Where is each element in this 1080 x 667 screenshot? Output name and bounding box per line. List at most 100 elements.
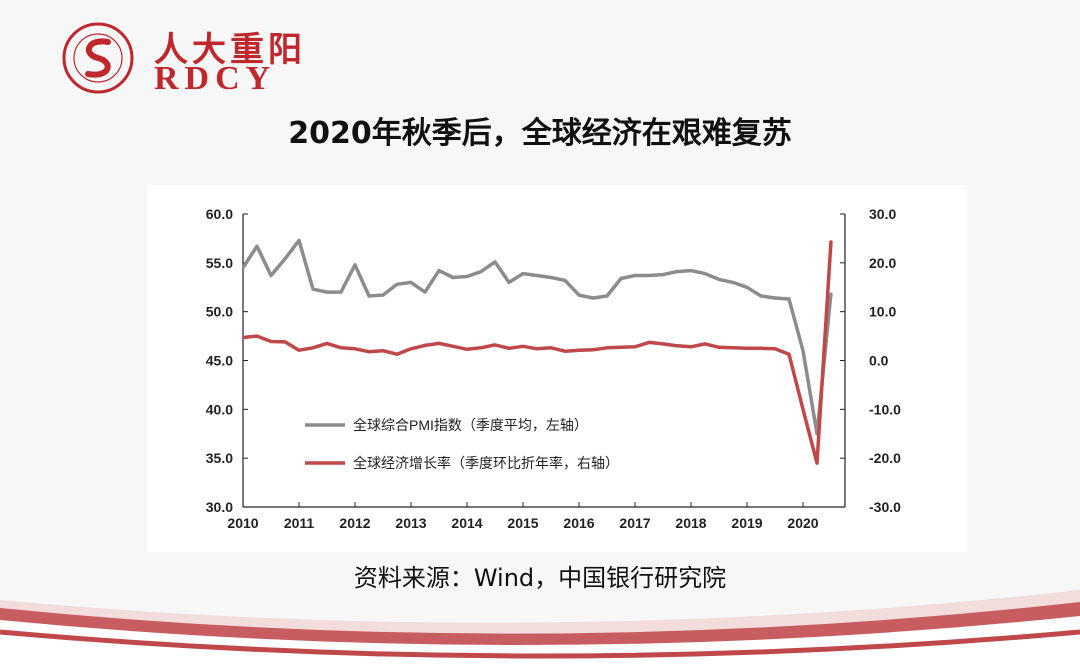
gdp-growth-data-point: [620, 346, 622, 349]
gdp-growth-data-point: [452, 345, 454, 348]
left-y-tick-label: 50.0: [206, 304, 233, 320]
pmi-data-point: [466, 275, 468, 278]
logo-english-name: RDCY: [154, 60, 277, 97]
x-tick-label: 2020: [787, 515, 818, 531]
gdp-growth-data-point: [564, 350, 566, 353]
gdp-growth-data-point: [424, 344, 426, 347]
source-note: 资料来源：Wind，中国银行研究院: [353, 564, 727, 592]
gdp-growth-data-point: [802, 408, 804, 411]
gdp-growth-data-point: [354, 347, 356, 350]
pmi-data-point: [732, 281, 734, 284]
x-tick-label: 2016: [563, 515, 594, 531]
gdp-growth-data-point: [788, 353, 790, 355]
gdp-growth-data-point: [592, 348, 594, 351]
pmi-data-point: [536, 274, 538, 277]
pmi-data-point: [830, 292, 832, 294]
pmi-data-point: [452, 276, 454, 279]
left-y-tick-label: 60.0: [206, 206, 233, 222]
gdp-growth-data-point: [746, 347, 748, 350]
pmi-data-point: [662, 273, 664, 276]
pmi-data-point: [256, 245, 258, 248]
pmi-data-point: [564, 279, 566, 282]
right-y-tick-label: 0.0: [869, 353, 889, 369]
gdp-growth-data-point: [438, 342, 440, 345]
gdp-growth-data-point: [578, 349, 580, 352]
pmi-data-point: [690, 269, 692, 272]
footer-swoosh: [0, 590, 1080, 667]
legend-label-0: 全球综合PMI指数（季度平均，左轴）: [353, 417, 588, 433]
gdp-growth-data-point: [830, 240, 832, 242]
x-tick-label: 2014: [451, 515, 482, 531]
gdp-growth-data-point: [704, 343, 706, 345]
pmi-data-point: [354, 263, 356, 266]
right-y-tick-label: -30.0: [869, 499, 901, 515]
x-tick-label: 2013: [395, 515, 426, 531]
rdcy-logo: 人大重阳 RDCY: [58, 20, 328, 98]
logo-chinese-name: 人大重阳: [154, 30, 306, 70]
gdp-growth-data-point: [816, 462, 818, 464]
gdp-growth-data-point: [368, 350, 370, 353]
gdp-growth-data-point: [648, 341, 650, 344]
right-y-tick-label: -10.0: [869, 401, 901, 417]
pmi-data-point: [578, 294, 580, 296]
x-tick-label: 2017: [619, 515, 650, 531]
x-tick-label: 2011: [284, 515, 315, 531]
gdp-growth-data-point: [382, 349, 384, 352]
gdp-growth-data-point: [760, 347, 762, 350]
gdp-growth-data-point: [662, 343, 664, 345]
right-y-tick-label: 10.0: [869, 304, 896, 320]
pmi-data-point: [550, 276, 552, 279]
pmi-data-point: [242, 266, 244, 269]
gdp-growth-data-point: [634, 346, 636, 348]
pmi-data-point: [270, 274, 272, 277]
pmi-data-point: [718, 278, 720, 281]
gdp-growth-data-point: [774, 347, 776, 350]
gdp-growth-data-point: [732, 347, 734, 349]
rdcy-seal-icon: [62, 22, 134, 94]
gdp-growth-data-point: [284, 341, 286, 343]
x-tick-label: 2018: [675, 515, 706, 531]
pmi-data-point: [494, 261, 496, 263]
legend-label-1: 全球经济增长率（季度环比折年率，右轴）: [353, 455, 619, 471]
gdp-growth-data-point: [396, 353, 398, 355]
pmi-data-point: [312, 288, 314, 291]
gdp-growth-data-point: [466, 348, 468, 351]
pmi-data-point: [298, 239, 300, 242]
pmi-data-point: [648, 274, 650, 277]
gdp-growth-data-point: [718, 346, 720, 349]
gdp-growth-data-point: [536, 347, 538, 350]
left-y-tick-label: 40.0: [206, 401, 233, 417]
pmi-data-point: [326, 291, 328, 293]
gdp-growth-data-point: [256, 335, 258, 337]
pmi-data-point: [746, 286, 748, 289]
pmi-data-point: [774, 297, 776, 299]
gdp-growth-data-point: [242, 336, 244, 339]
right-y-tick-label: -20.0: [869, 450, 901, 466]
gdp-growth-data-point: [690, 346, 692, 348]
left-y-tick-label: 55.0: [206, 255, 233, 271]
pmi-data-point: [410, 281, 412, 284]
pmi-data-point: [522, 272, 524, 275]
x-tick-label: 2012: [339, 515, 370, 531]
gdp-growth-data-point: [340, 347, 342, 349]
pmi-data-point: [368, 295, 370, 297]
gdp-growth-data-point: [410, 347, 412, 350]
line-chart: 60.0 55.0 50.0 45.0 40.0 35.0 30.0 30.0 20.0 10.0…: [206, 206, 901, 531]
slide-title: 2020年秋季后，全球经济在艰难复苏: [288, 116, 792, 151]
left-y-tick-label: 30.0: [206, 499, 233, 515]
pmi-data-point: [508, 281, 510, 284]
pmi-data-point: [620, 277, 622, 280]
x-tick-label: 2015: [507, 515, 538, 531]
left-y-tick-label: 45.0: [206, 353, 233, 369]
gdp-growth-data-point: [270, 340, 272, 343]
pmi-data-point: [634, 274, 636, 277]
gdp-growth-data-point: [312, 347, 314, 349]
pmi-data-point: [340, 291, 342, 293]
pmi-data-point: [480, 270, 482, 273]
gdp-growth-data-point: [508, 347, 510, 350]
pmi-data-point: [802, 349, 804, 352]
gdp-growth-data-point: [606, 347, 608, 349]
pmi-data-point: [284, 258, 286, 260]
x-tick-label: 2010: [227, 515, 258, 531]
pmi-data-point: [438, 269, 440, 272]
